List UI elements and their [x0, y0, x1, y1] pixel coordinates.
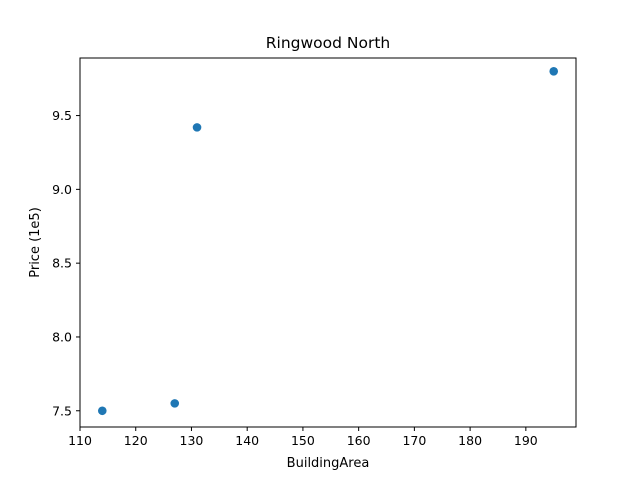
plot-area-frame: [79, 57, 577, 428]
x-tick-label: 130: [180, 433, 204, 448]
x-axis: 110 120 130 140 150 160 170 180 190: [68, 427, 538, 448]
y-tick-label: 8.5: [52, 256, 72, 271]
x-tick-label: 110: [68, 433, 92, 448]
data-point: [170, 399, 180, 408]
data-point: [549, 66, 559, 76]
data-points: [97, 66, 559, 416]
x-tick-label: 150: [291, 433, 315, 448]
y-tick-label: 9.0: [52, 182, 72, 197]
x-axis-label: BuildingArea: [287, 456, 370, 471]
y-tick-label: 9.5: [52, 108, 72, 123]
data-point: [97, 406, 107, 416]
chart-title: Ringwood North: [266, 34, 391, 52]
y-axis: 7.5 8.0 8.5 9.0 9.5: [52, 108, 80, 418]
x-tick-label: 140: [235, 433, 259, 448]
x-tick-label: 160: [347, 433, 371, 448]
x-tick-label: 120: [124, 433, 148, 448]
y-axis-label: Price (1e5): [28, 207, 43, 278]
x-tick-label: 170: [402, 433, 426, 448]
data-point: [192, 123, 202, 132]
x-tick-label: 190: [514, 433, 538, 448]
x-tick-label: 180: [458, 433, 482, 448]
y-tick-label: 7.5: [52, 403, 72, 418]
y-tick-label: 8.0: [52, 329, 72, 344]
